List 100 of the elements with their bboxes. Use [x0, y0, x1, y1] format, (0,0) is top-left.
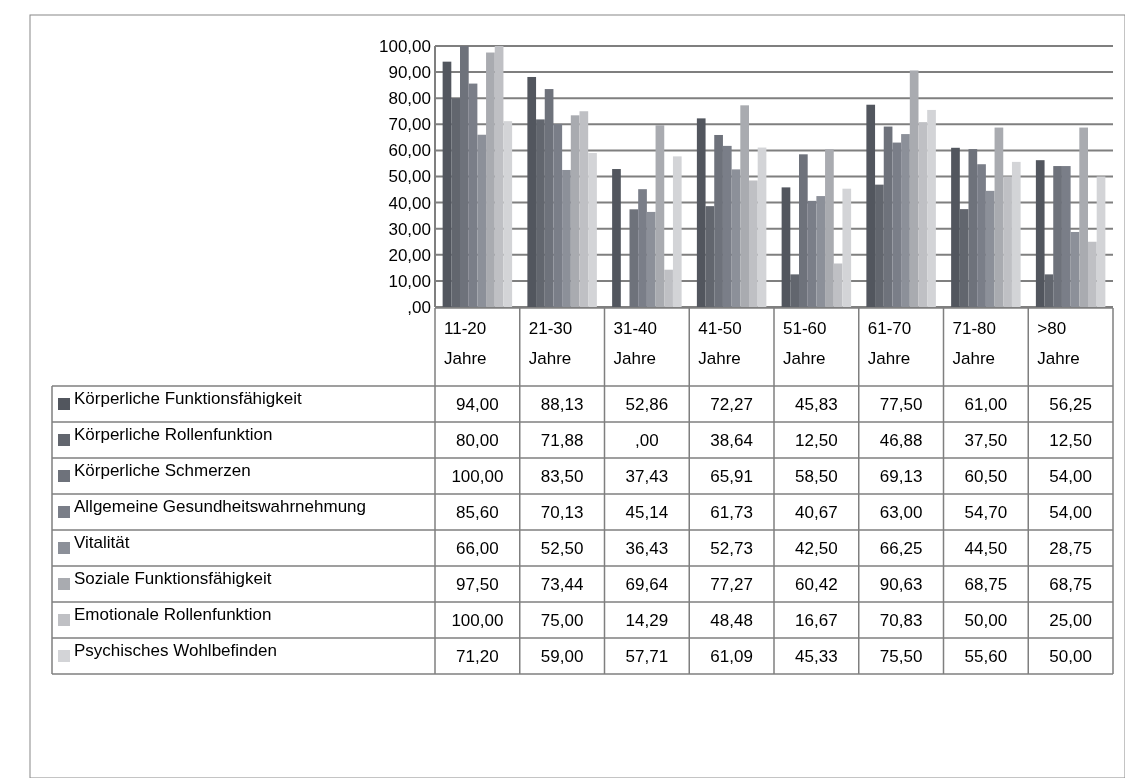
bar	[1044, 274, 1054, 307]
legend-label: Psychisches Wohlbefinden	[74, 641, 277, 660]
data-label: 28,75	[1049, 538, 1092, 558]
bar	[985, 190, 995, 307]
data-label: 36,43	[625, 538, 669, 558]
bar	[629, 209, 639, 307]
x-tick-label: 41-50 Jahre	[698, 319, 742, 368]
bar	[1011, 161, 1021, 307]
bar	[527, 76, 537, 307]
data-label: 61,09	[710, 646, 753, 666]
bar	[562, 169, 571, 307]
data-label: 75,00	[540, 610, 584, 630]
data-label: 77,50	[879, 394, 923, 414]
data-label: 83,50	[540, 466, 584, 486]
bar	[714, 134, 723, 307]
bar	[825, 149, 834, 307]
bar	[781, 187, 791, 307]
bar	[951, 147, 960, 307]
data-label: 37,43	[625, 466, 669, 486]
data-label: 45,33	[795, 646, 838, 666]
bar	[536, 119, 545, 307]
y-tick-label: 20,00	[388, 245, 431, 265]
data-label: 12,50	[795, 430, 838, 450]
data-label: 70,13	[540, 502, 584, 522]
x-tick-label: 11-20 Jahre	[444, 319, 487, 368]
x-tick-label: 31-40 Jahre	[613, 319, 657, 368]
bar	[486, 52, 495, 307]
data-label: 46,88	[879, 430, 923, 450]
data-label: 68,75	[1049, 574, 1092, 594]
data-label: 14,29	[625, 610, 669, 630]
data-label: 72,27	[710, 394, 753, 414]
data-label: ,00	[635, 430, 659, 450]
data-label: 100,00	[451, 610, 504, 630]
data-label: 73,44	[540, 574, 584, 594]
bar	[901, 134, 910, 307]
bar	[1035, 160, 1045, 307]
bar	[875, 184, 884, 307]
data-label: 60,42	[795, 574, 838, 594]
data-label: 52,86	[625, 394, 669, 414]
data-label: 58,50	[795, 466, 838, 486]
data-label: 59,00	[540, 646, 584, 666]
data-label: 50,00	[964, 610, 1008, 630]
data-label: 71,20	[456, 646, 499, 666]
data-label: 66,25	[879, 538, 923, 558]
bar	[968, 149, 978, 307]
y-tick-label: 60,00	[388, 141, 431, 161]
data-label: 77,27	[710, 574, 753, 594]
bar	[918, 122, 928, 307]
data-label: 94,00	[456, 394, 499, 414]
data-label: 90,63	[879, 574, 923, 594]
bar	[994, 127, 1004, 307]
bar	[749, 180, 758, 307]
data-label: 80,00	[456, 430, 499, 450]
data-label: 100,00	[451, 466, 504, 486]
data-label: 25,00	[1049, 610, 1092, 630]
legend-label: Soziale Funktionsfähigkeit	[74, 569, 272, 588]
bar	[588, 153, 597, 307]
bar	[570, 115, 580, 307]
x-tick-label: 51-60 Jahre	[783, 319, 827, 368]
bar	[544, 89, 554, 307]
x-tick-label: >80 Jahre	[1037, 319, 1080, 368]
bar	[799, 154, 808, 307]
data-label: 71,88	[540, 430, 584, 450]
bar	[959, 209, 969, 307]
data-label: 40,67	[795, 502, 838, 522]
data-label: 66,00	[456, 538, 499, 558]
legend-label: Vitalität	[74, 533, 130, 552]
bar	[664, 269, 673, 307]
data-label: 69,13	[879, 466, 923, 486]
bar	[1079, 127, 1088, 307]
data-label: 37,50	[964, 430, 1008, 450]
y-tick-label: 30,00	[388, 219, 431, 239]
data-label: 56,25	[1049, 394, 1092, 414]
data-label: 54,70	[964, 502, 1008, 522]
bar	[927, 109, 936, 307]
y-tick-label: 10,00	[388, 271, 431, 291]
data-label: 38,64	[710, 430, 753, 450]
data-label: 69,64	[625, 574, 669, 594]
data-label: 63,00	[879, 502, 923, 522]
y-tick-label: ,00	[407, 297, 431, 317]
bar	[1088, 241, 1097, 307]
data-label: 54,00	[1049, 502, 1092, 522]
data-label: 42,50	[795, 538, 838, 558]
bar	[1070, 231, 1080, 307]
bar	[477, 134, 487, 307]
bar	[740, 105, 749, 307]
y-tick-label: 50,00	[388, 167, 431, 187]
data-label: 85,60	[456, 502, 499, 522]
data-label: 57,71	[625, 646, 669, 666]
bar	[842, 188, 852, 307]
data-label: 48,48	[710, 610, 753, 630]
bar	[909, 70, 919, 307]
bar	[731, 169, 741, 307]
x-tick-label: 71-80 Jahre	[952, 319, 996, 368]
y-tick-label: 40,00	[388, 193, 431, 213]
bar	[1096, 176, 1106, 307]
data-label: 88,13	[540, 394, 584, 414]
x-tick-label: 21-30 Jahre	[528, 319, 573, 368]
x-tick-label: 61-70 Jahre	[867, 319, 912, 368]
bar	[833, 263, 843, 307]
